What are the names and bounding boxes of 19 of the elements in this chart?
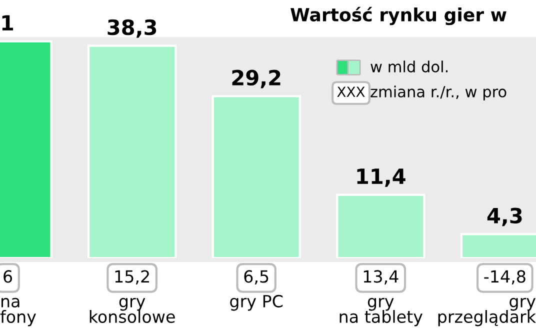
data-label: 4,3 — [487, 208, 522, 226]
x-tick-label: gry konsolowe — [90, 298, 175, 323]
text: 15,2 — [115, 270, 149, 284]
x-tick-label: gry PC — [230, 294, 283, 311]
x-tick-label: gry przeglądark — [438, 298, 536, 326]
text: 1 — [2, 15, 14, 30]
annotation: XXX — [337, 86, 365, 97]
legend-label: w mld dol. — [370, 60, 448, 72]
chart-title: Wartość rynku gier w — [290, 6, 506, 26]
text: -14,8 — [484, 270, 526, 284]
data-label: 29,2 — [232, 70, 280, 88]
annotation: zmiana r./r., w pro — [370, 86, 506, 100]
x-tick-label: na fony — [0, 298, 36, 326]
data-label: 38,3 — [108, 19, 156, 38]
text: 6,5 — [244, 270, 268, 284]
text: 6 — [4, 270, 12, 283]
x-tick-label: gry na tablety — [340, 298, 422, 326]
data-label: 11,4 — [357, 168, 406, 187]
text: 13,4 — [364, 270, 398, 284]
